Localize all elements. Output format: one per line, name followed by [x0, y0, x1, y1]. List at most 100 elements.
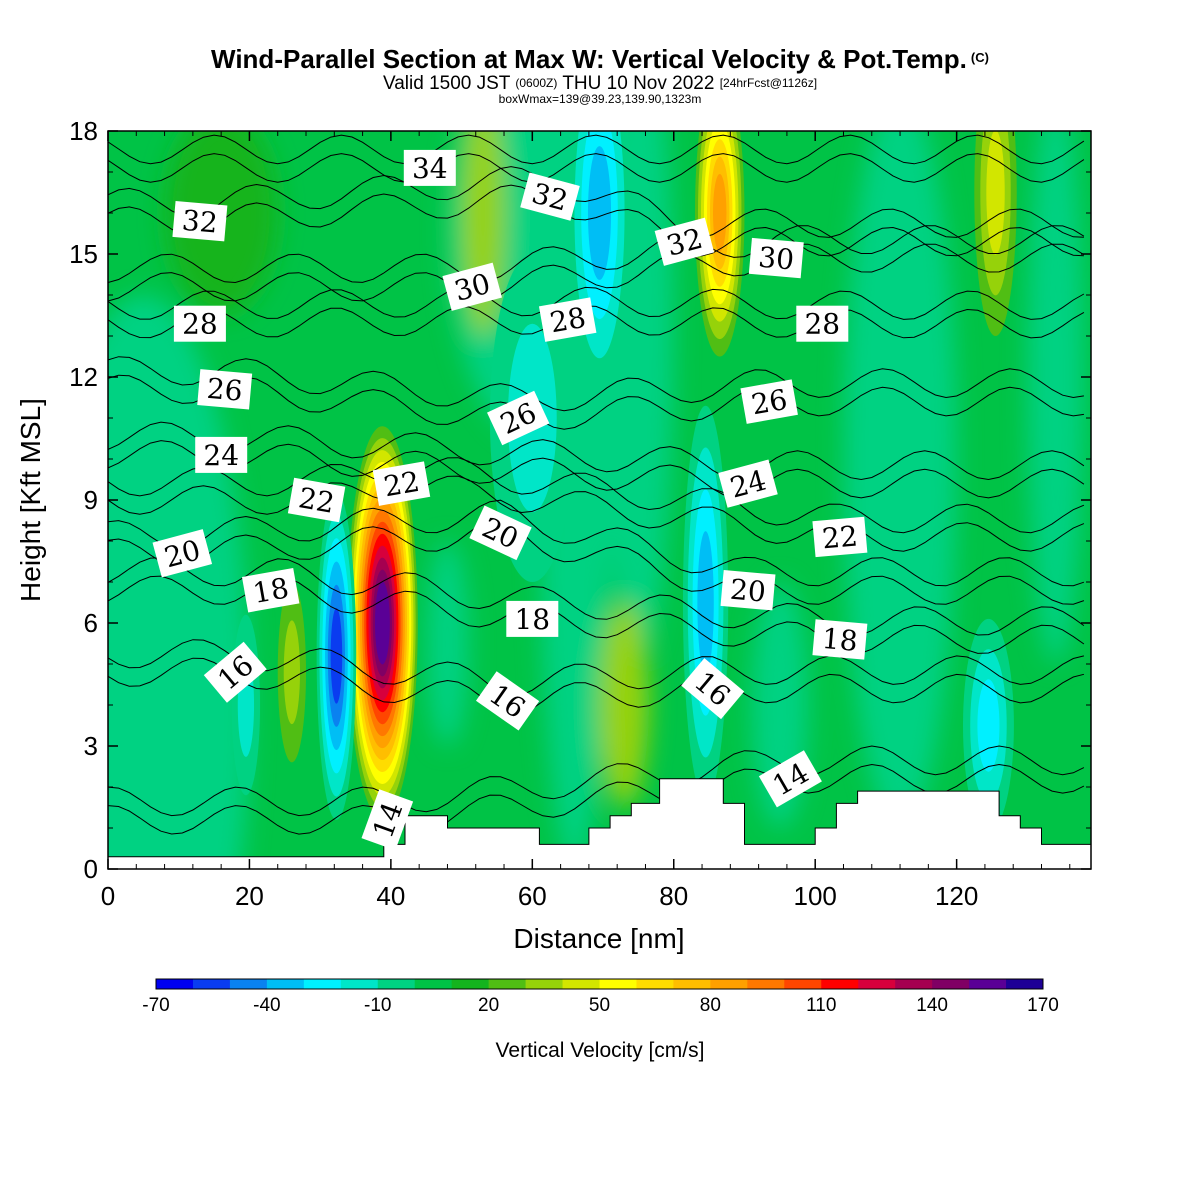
contour-label: 30 [748, 237, 804, 279]
contour-label-box [720, 570, 776, 611]
contour-label: 30 [442, 262, 502, 311]
colorbar-swatch [266, 979, 305, 989]
contour-label-text: 28 [182, 308, 218, 341]
isentrope-line [108, 745, 1085, 817]
contour-label-box [442, 262, 502, 311]
x-tick-label: 100 [793, 881, 836, 911]
velocity-cell [374, 581, 390, 665]
contour-label-box [812, 516, 868, 558]
terrain-fill [107, 778, 1092, 870]
contour-label: 28 [538, 297, 597, 342]
contour-label: 22 [812, 516, 868, 558]
contour-label-text: 26 [749, 383, 790, 422]
box-wmax-subtitle: boxWmax=139@39.23,139.90,1323m [498, 92, 702, 106]
colorbar: -70 -40 -10 20 50 80 110 140 170 [142, 978, 1059, 1016]
colorbar-tick-label: -10 [364, 995, 391, 1016]
isentrope-line [108, 763, 1085, 835]
contour-label-text: 18 [821, 622, 859, 658]
colorbar-swatch [1006, 979, 1044, 989]
colorbar-tick-label: 50 [589, 995, 610, 1016]
isentrope-line [108, 499, 1085, 587]
pot-temp-contours [108, 134, 1085, 835]
contour-label-box [681, 658, 745, 720]
contour-label-text: 22 [381, 465, 422, 504]
velocity-cell [977, 679, 1000, 772]
colorbar-swatch [229, 979, 268, 989]
velocity-background-cell [108, 295, 250, 869]
contour-label: 28 [173, 305, 226, 342]
contour-label-text: 24 [203, 439, 239, 472]
velocity-cell [283, 620, 301, 725]
colorbar-swatch [636, 979, 674, 989]
isentrope-line [108, 184, 1084, 257]
velocity-cell [587, 146, 612, 280]
velocity-cell [697, 531, 714, 674]
colorbar-swatch [784, 979, 822, 989]
contour-label: 18 [506, 600, 559, 637]
contour-label: 34 [403, 149, 456, 186]
colorbar-swatch [451, 979, 490, 989]
isentrope-line [108, 356, 1084, 412]
isentrope-line [108, 421, 1085, 481]
contour-label: 24 [718, 459, 778, 508]
velocity-cell [713, 174, 727, 252]
contour-label-box [241, 567, 300, 613]
isentrope-line [108, 134, 1085, 165]
contour-label-text: 32 [181, 204, 219, 240]
isentrope-line [108, 457, 1085, 534]
colorbar-swatch [710, 979, 748, 989]
isentrope-line [108, 286, 1085, 320]
contour-label-box [487, 390, 550, 446]
y-tick-label: 12 [69, 362, 98, 392]
contour-label-box [506, 600, 559, 637]
contour-label-box [812, 619, 868, 660]
colorbar-tick-label: 170 [1027, 995, 1059, 1016]
colorbar-swatch [562, 979, 600, 989]
contour-label-box [195, 436, 248, 473]
contour-label-box [740, 379, 798, 424]
contour-label: 32 [654, 217, 715, 266]
colorbar-tick-label: 110 [806, 995, 836, 1016]
y-tick-label: 15 [69, 239, 98, 269]
colorbar-swatch [747, 979, 785, 989]
contour-label-box [403, 149, 456, 186]
contour-label: 18 [241, 567, 300, 613]
contour-label-text: 22 [296, 481, 337, 520]
colorbar-tick-label: -40 [253, 995, 280, 1016]
terrain [107, 778, 1092, 870]
contour-label-box [538, 297, 597, 342]
contour-label-box [361, 789, 414, 851]
isentrope-line [108, 657, 1085, 716]
isentrope-line [108, 153, 1085, 183]
copyright-mark: (C) [970, 50, 989, 65]
isentrope-line [108, 639, 1085, 697]
contour-label-text: 28 [547, 301, 588, 340]
y-tick-label: 18 [69, 116, 98, 146]
valid-time-subtitle: Valid 1500 JST (0600Z) THU 10 Nov 2022 [… [382, 73, 818, 94]
velocity-field [108, 131, 1084, 869]
colorbar-title: Vertical Velocity [cm/s] [496, 1039, 705, 1062]
colorbar-swatch [340, 979, 379, 989]
contour-label-text: 28 [804, 308, 840, 341]
contour-label: 32 [172, 201, 228, 242]
contour-label-box [758, 750, 822, 808]
contour-label: 18 [812, 619, 868, 660]
isentrope-line [108, 305, 1085, 339]
y-tick-label: 9 [84, 485, 98, 515]
contour-label-box [469, 505, 532, 561]
isentrope-line [108, 518, 1085, 605]
isentrope-line [108, 440, 1085, 499]
velocity-background-cell [426, 541, 469, 746]
colorbar-swatch [192, 979, 231, 989]
isentrope-line [108, 557, 1085, 636]
contour-label-text: 26 [205, 372, 243, 408]
colorbar-tick-label: 20 [478, 995, 499, 1016]
contour-label-box [372, 461, 431, 506]
x-tick-label: 60 [518, 881, 547, 911]
colorbar-swatch [932, 979, 970, 989]
contour-label: 22 [287, 477, 346, 523]
x-tick-label: 40 [376, 881, 405, 911]
colorbar-tick-label: -70 [142, 995, 169, 1016]
contour-label-box [197, 369, 253, 410]
